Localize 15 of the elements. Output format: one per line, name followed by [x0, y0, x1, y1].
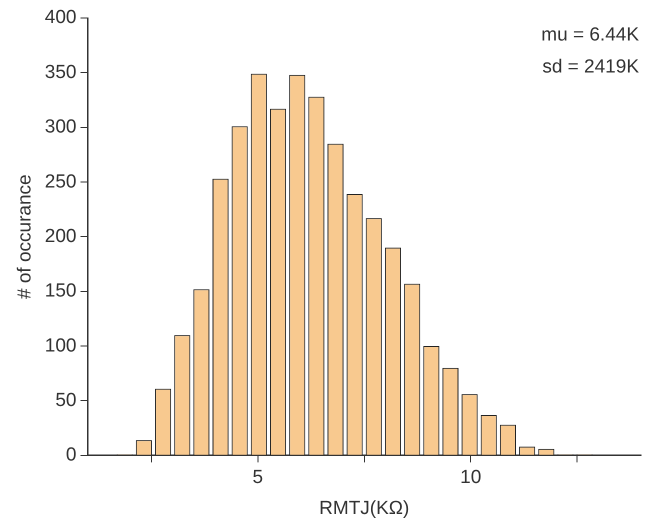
x-tick-label: 10 — [460, 467, 482, 488]
annotation: mu = 6.44K — [541, 24, 640, 46]
y-axis-title: # of occurance — [14, 174, 36, 300]
y-tick-label: 50 — [55, 390, 76, 411]
y-tick-label: 0 — [66, 444, 76, 466]
y-tick-label: 100 — [44, 335, 76, 356]
y-tick-label: 300 — [44, 116, 76, 138]
x-axis-title: RMTJ(KΩ) — [319, 498, 410, 519]
y-tick-label: 200 — [44, 226, 76, 247]
y-tick-label: 250 — [44, 171, 76, 192]
x-tick-label: 5 — [252, 467, 264, 488]
y-tick-label: 150 — [44, 280, 76, 302]
annotation: sd = 2419K — [542, 56, 640, 78]
y-tick-label: 400 — [44, 7, 76, 28]
y-tick-label: 350 — [44, 62, 76, 83]
